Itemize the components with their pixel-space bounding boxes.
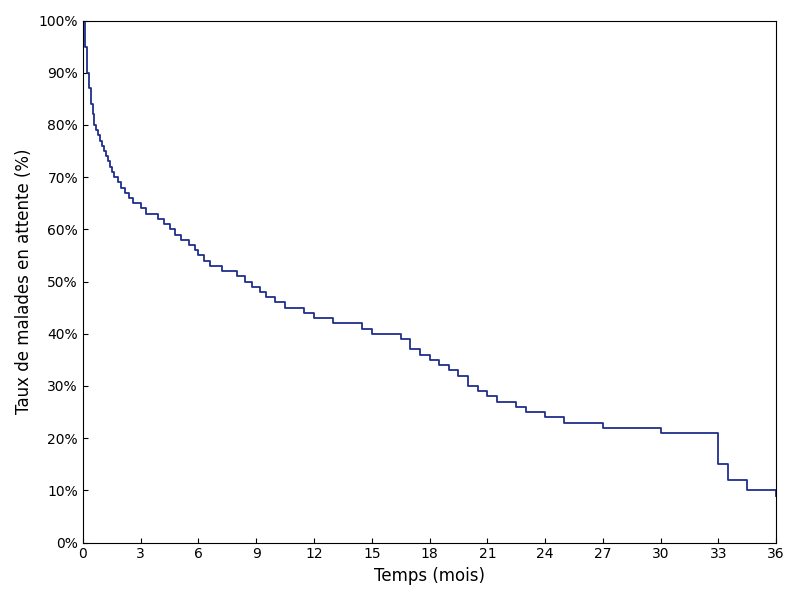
X-axis label: Temps (mois): Temps (mois) (374, 567, 485, 585)
Y-axis label: Taux de malades en attente (%): Taux de malades en attente (%) (15, 149, 33, 414)
